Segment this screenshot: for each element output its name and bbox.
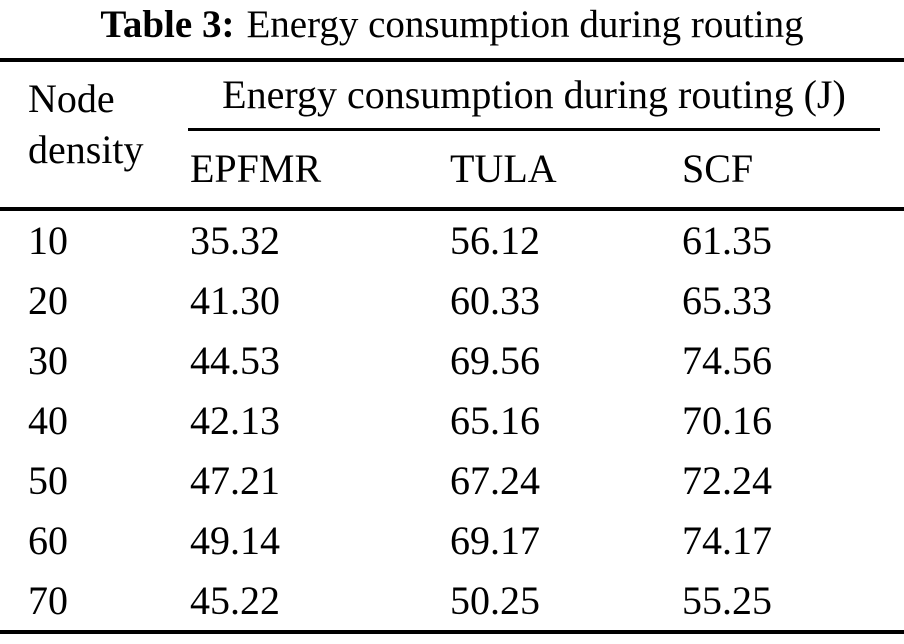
top-rule xyxy=(0,58,904,62)
table-caption: Table 3: Energy consumption during routin… xyxy=(0,2,904,47)
epfmr-value: 45.22 xyxy=(190,577,280,623)
column-headers-row: EPFMR TULA SCF xyxy=(188,131,880,201)
node-density-header: Node density xyxy=(28,76,144,173)
epfmr-value: 42.13 xyxy=(190,397,280,443)
tula-value: 69.17 xyxy=(450,517,540,563)
node-density-value: 50 xyxy=(28,457,68,503)
scf-value: 74.17 xyxy=(682,517,772,563)
epfmr-value: 35.32 xyxy=(190,218,280,264)
scf-value: 65.33 xyxy=(682,278,772,324)
header-body-rule xyxy=(0,207,904,211)
node-density-value: 60 xyxy=(28,517,68,563)
tula-value: 50.25 xyxy=(450,577,540,623)
bottom-rule xyxy=(0,630,904,634)
table-caption-number: Table 3: xyxy=(100,3,235,46)
column-header-scf: SCF xyxy=(682,146,754,191)
table-body: 10 35.32 56.12 61.35 20 41.30 60.33 65.3… xyxy=(0,211,904,630)
epfmr-value: 44.53 xyxy=(190,338,280,384)
node-density-value: 30 xyxy=(28,338,68,384)
tula-value: 67.24 xyxy=(450,457,540,503)
scf-value: 55.25 xyxy=(682,577,772,623)
table-header: Node density Energy consumption during r… xyxy=(0,62,904,207)
energy-consumption-span-header: Energy consumption during routing (J) xyxy=(188,62,880,131)
node-density-value: 40 xyxy=(28,397,68,443)
node-density-value: 10 xyxy=(28,218,68,264)
tula-value: 60.33 xyxy=(450,278,540,324)
column-header-tula: TULA xyxy=(450,146,557,191)
scf-value: 70.16 xyxy=(682,397,772,443)
tula-value: 56.12 xyxy=(450,218,540,264)
tula-value: 65.16 xyxy=(450,397,540,443)
table-caption-title: Energy consumption during routing xyxy=(246,3,804,46)
scf-value: 72.24 xyxy=(682,457,772,503)
epfmr-value: 49.14 xyxy=(190,517,280,563)
scf-value: 61.35 xyxy=(682,218,772,264)
span-header-group: Energy consumption during routing (J) EP… xyxy=(188,62,880,201)
column-header-epfmr: EPFMR xyxy=(190,146,322,191)
epfmr-value: 47.21 xyxy=(190,457,280,503)
scf-value: 74.56 xyxy=(682,338,772,384)
node-density-value: 20 xyxy=(28,278,68,324)
epfmr-value: 41.30 xyxy=(190,278,280,324)
node-density-value: 70 xyxy=(28,577,68,623)
tula-value: 69.56 xyxy=(450,338,540,384)
